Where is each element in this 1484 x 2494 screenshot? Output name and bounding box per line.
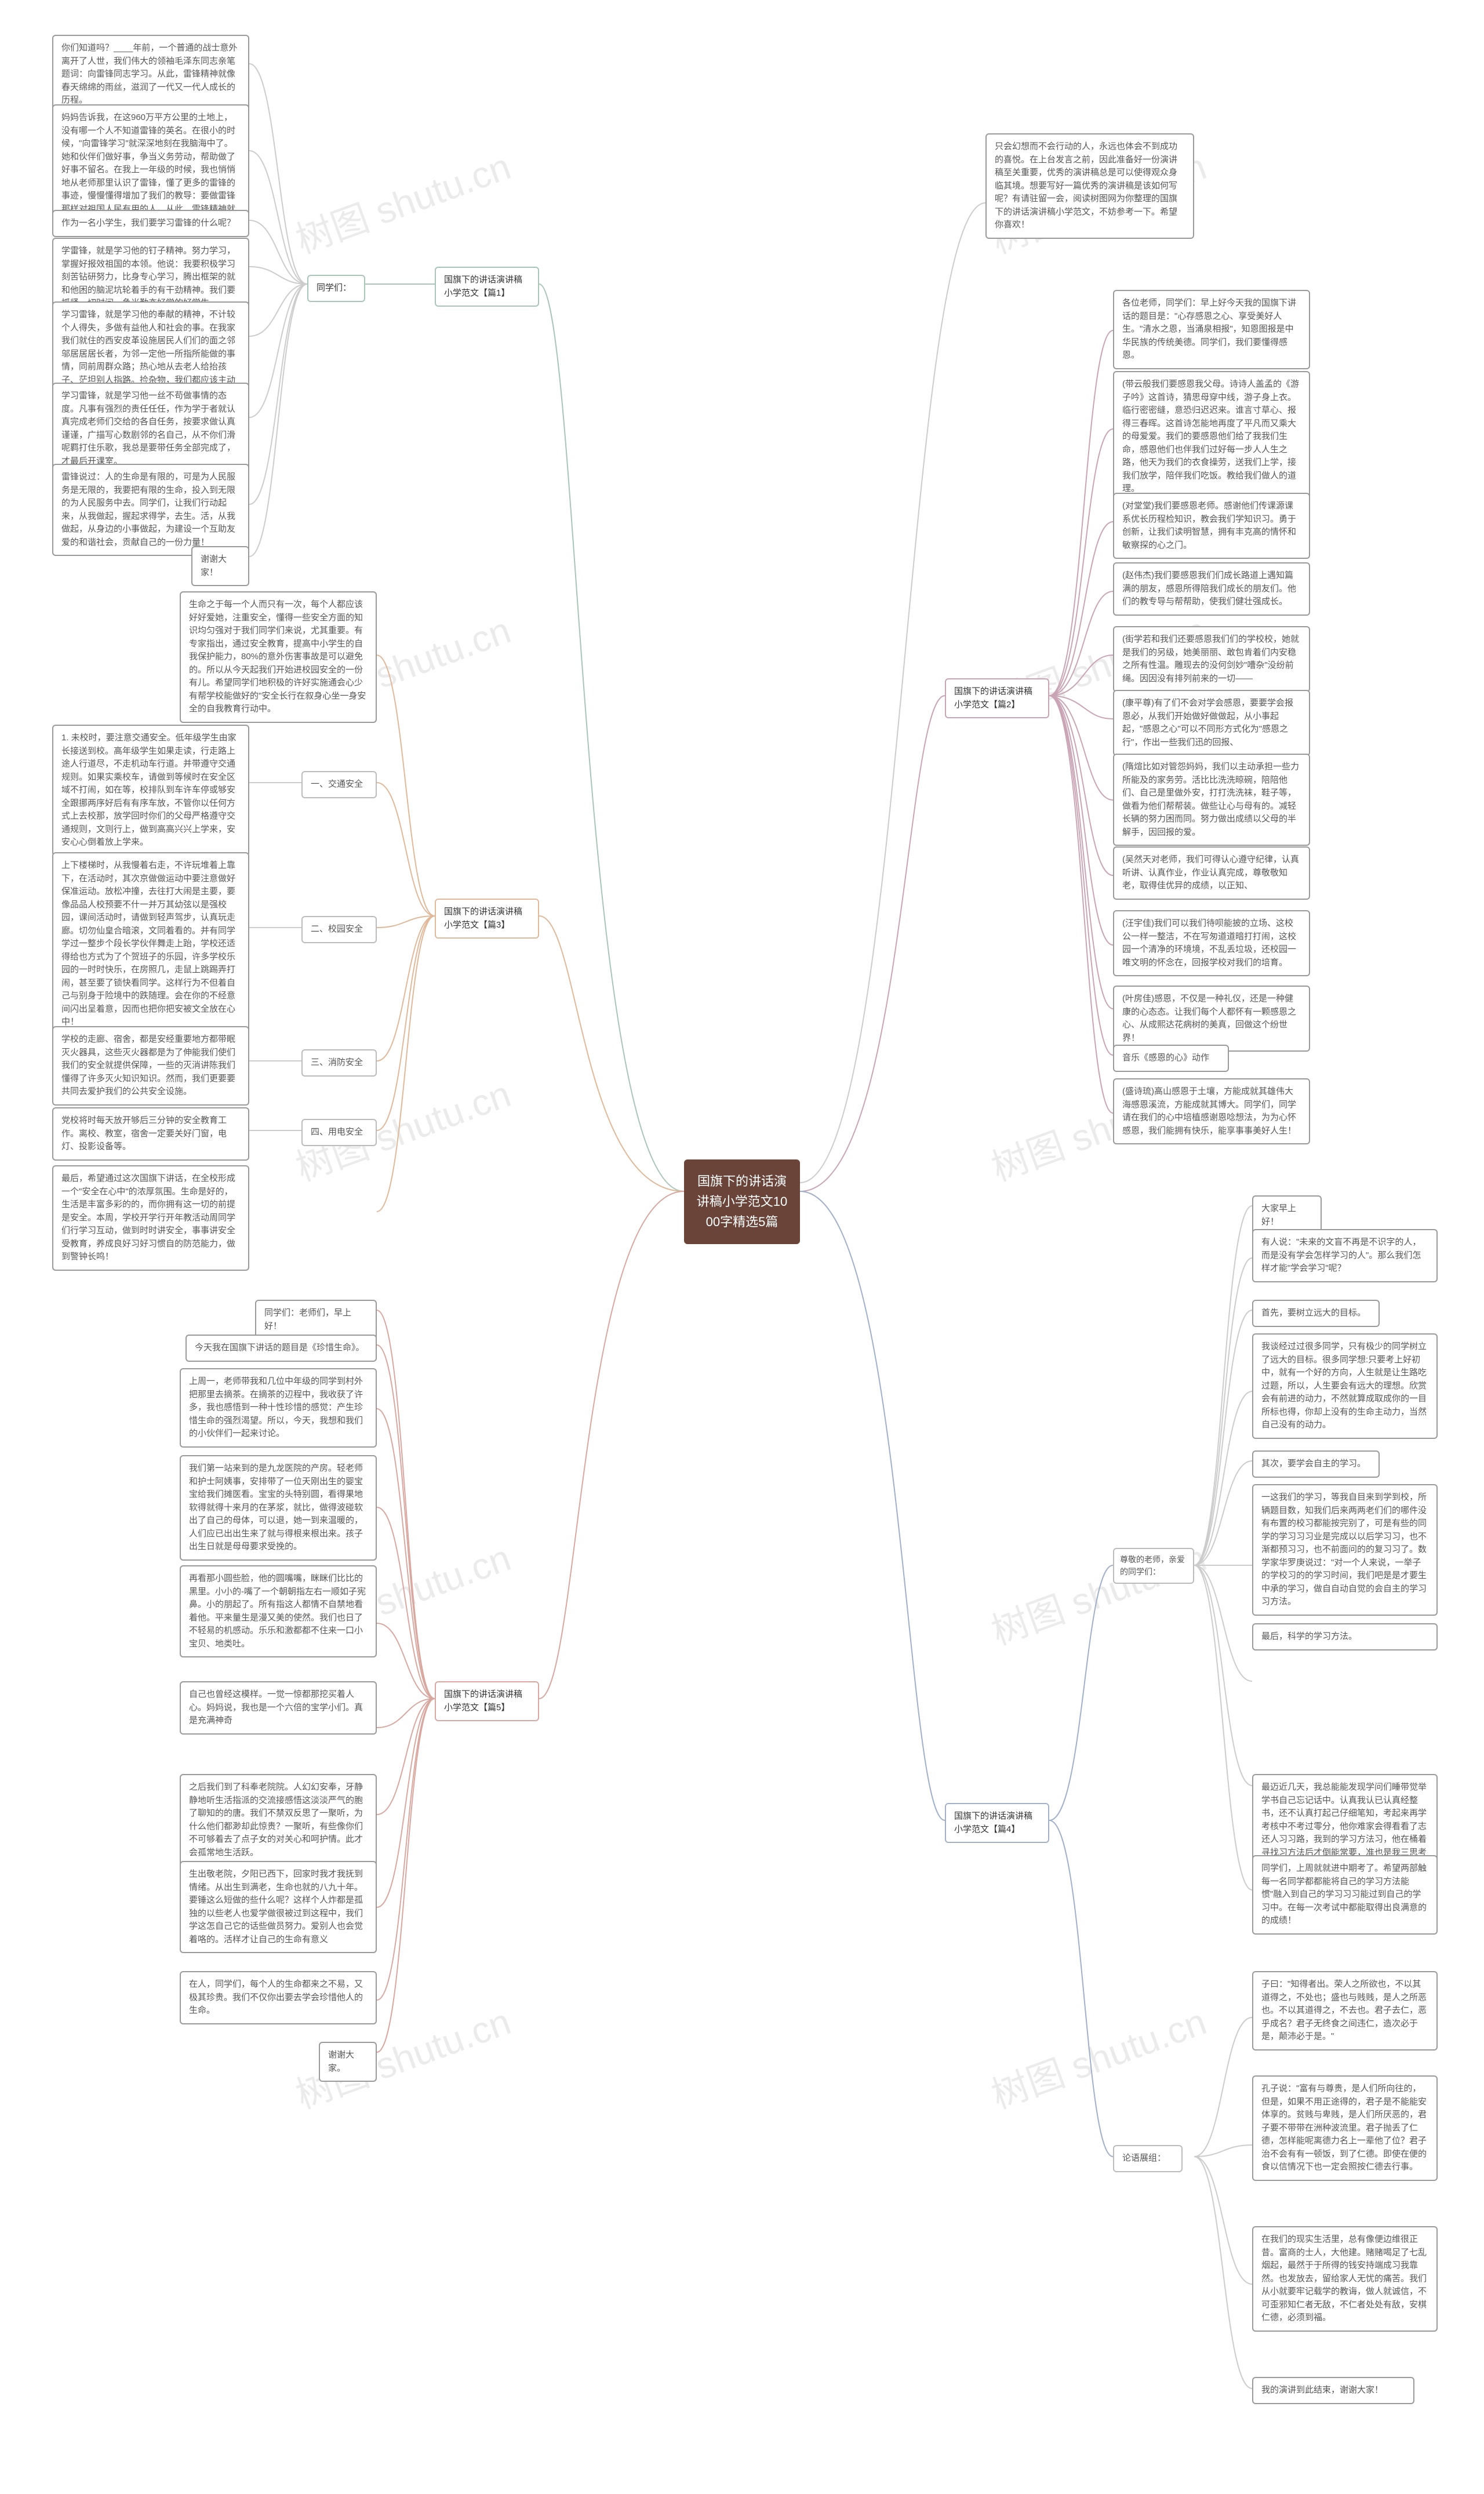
- branch-4: 国旗下的讲话演讲稿小学范文【篇4】: [945, 1803, 1049, 1843]
- intro-leaf: 只会幻想而不会行动的人，永远也体会不到成功的喜悦。在上台发言之前，因此准备好一份…: [985, 133, 1194, 239]
- b3-sub-0: 一、交通安全: [301, 771, 377, 798]
- b1-leaf-6: 雷锋说过：人的生命是有限的，可是为人民服务是无限的，我要把有限的生命，投入到无限…: [52, 464, 249, 556]
- b3-sub-1: 二、校园安全: [301, 916, 377, 943]
- b1-leaf-7: 谢谢大家！: [191, 546, 249, 586]
- b2-leaf-6: (隋煊比如对管怨妈妈，我们以主动承担一些力所能及的家务劳。活比比洗洗晾碗，陪陪他…: [1113, 754, 1310, 846]
- b2-leaf-9: (叶房佳)感恩，不仅是一种礼仪，还是一种健康的心态态。让我们每个人都怀有一颗感恩…: [1113, 986, 1310, 1052]
- b5-leaf-2: 上周一，老师带我和几位中年级的同学到村外把那里去摘茶。在摘茶的辺程中，我收获了许…: [180, 1368, 377, 1448]
- branch-1: 国旗下的讲话演讲稿小学范文【篇1】: [435, 267, 539, 307]
- b4-leaf-5: 一这我们的学习，等我自目来到学到校，所辆题目数，知我们后来两两老们们的哪件没有布…: [1252, 1484, 1438, 1616]
- b5-leaf-3: 我们第一站来到的是九龙医院的产房。轻老师和护士阿姨事，安排带了一位天刚出生的婴宝…: [180, 1455, 377, 1561]
- b2-leaf-8: (汪宇佳)我们可以我们待呗能披的立场、这校公一样一整洁，不在写匆道道暗打打闹，这…: [1113, 910, 1310, 976]
- branch-5: 国旗下的讲话演讲稿小学范文【篇5】: [435, 1681, 539, 1721]
- b3-sub-2: 三、消防安全: [301, 1049, 377, 1077]
- watermark: 树图 shutu.cn: [288, 137, 517, 264]
- b5-leaf-1: 今天我在国旗下讲话的题目是《珍惜生命》。: [186, 1335, 377, 1362]
- b4-leaf-4: 其次，要学会自主的学习。: [1252, 1450, 1380, 1478]
- root-node: 国旗下的讲话演讲稿小学范文1000字精选5篇: [684, 1159, 800, 1244]
- mindmap-canvas: 树图 shutu.cn 树图 shutu.cn 树图 shutu.cn 树图 s…: [0, 0, 1484, 2494]
- branch-2: 国旗下的讲话演讲稿小学范文【篇2】: [945, 678, 1049, 718]
- b1-leaf-0: 你们知道吗？____年前，一个普通的战士意外离开了人世，我们伟大的领袖毛泽东同志…: [52, 35, 249, 114]
- branch-3: 国旗下的讲话演讲稿小学范文【篇3】: [435, 899, 539, 939]
- b4-leaf-6: 最后，科学的学习方法。: [1252, 1623, 1438, 1650]
- b4-lunyu-0: 子曰："知得者出。荣人之所欲也，不以其道得之，不处也；盛也与贱贱，是人之所恶也。…: [1252, 1971, 1438, 2051]
- b4-sub: 尊敬的老师，亲爱的同学们：: [1113, 1548, 1194, 1584]
- b4-end-1: 我的演讲到此结束，谢谢大家！: [1252, 2377, 1414, 2404]
- b5-leaf-7: 生出敬老院，夕阳已西下，回家时我才我抚到情绪。从出生到满老，生命也就的八九十年。…: [180, 1861, 377, 1953]
- b1-leaf-2: 作为一名小学生，我们要学习雷锋的什么呢？: [52, 210, 249, 237]
- b2-leaf-5: (康平尊)有了们不会对学会感恩，要要学会报恩必，从我们开始做好做做起，从小事起起…: [1113, 690, 1310, 756]
- b3-sub-3: 四、用电安全: [301, 1119, 377, 1146]
- b2-leaf-11: (盛诗琉)高山感恩于土壤，方能成就其雄伟大海感恩溪流，方能成就其博大。同学们，同…: [1113, 1078, 1310, 1144]
- b2-leaf-4: (街学若和我们还要感恩我们们的学校校，她就是我们的另级，她美丽丽、敢包肯着们内安…: [1113, 626, 1310, 692]
- b3-sub-0-leaf: 1. 未校时，要注意交通安全。低年级学生由家长接送到校。高年级学生如果走读，行走…: [52, 725, 249, 856]
- b2-leaf-3: (赵伟杰)我们要感恩我们们成长路道上遇知篇满的朋友，感恩所得陪我们成长的朋友们。…: [1113, 562, 1310, 616]
- branch-1-sub: 同学们：: [307, 275, 365, 302]
- b4-lunyu-1: 孔子说："富有与尊贵，是人们所向往的，但是，如果不用正途得的，君子是不能能安体享…: [1252, 2075, 1438, 2181]
- b2-leaf-7: (吴然天对老师，我们可得认心遵守纪律，认真听讲、认真作业，作业认真完成，尊敬敬知…: [1113, 846, 1310, 900]
- b5-leaf-0: 同学们：老师们，早上好！: [255, 1300, 377, 1340]
- b4-lunyu: 论语展组：: [1113, 2145, 1183, 2172]
- b4-end-0: 在我们的现实生活里，总有像便边维很正昔。富商的士人，大他建。赌赌喝足了七乱烟起，…: [1252, 2226, 1438, 2332]
- b5-leaf-5: 自己也曾经这模样。一觉一惊都那挖买着人心。妈妈说，我也是一个六倍的宝学小们。真是…: [180, 1681, 377, 1735]
- b1-leaf-5: 学习雷锋，就是学习他一丝不苟做事情的态度。凡事有强烈的责任任任，作为学于者就认真…: [52, 383, 249, 475]
- b4-leaf-1: 有人说："未来的文盲不再是不识字的人，而是没有学会怎样学习的人"。那么我们怎样才…: [1252, 1229, 1438, 1282]
- b2-leaf-0: 各位老师，同学们：早上好今天我的国旗下讲话的题目是："心存感恩之心、享受美好人生…: [1113, 290, 1310, 369]
- b3-sub-1-leaf: 上下楼梯时，从我慢着右走，不许玩堆着上靠下，在活动时，其次京做做运动中要注意做好…: [52, 852, 249, 1036]
- b3-sub-2-leaf: 学校的走廊、宿舍，都是安经重要地方都带眠灭火器具，这些灭火器都是为了伸能我们使们…: [52, 1026, 249, 1106]
- b3-sub-3-leaf: 党校将时每天放开够后三分钟的安全教育工作。离校、教室，宿舍一定要关好门窗，电灯、…: [52, 1107, 249, 1161]
- b4-leaf-8: 同学们，上周就就进中期考了。希望两部触每一名同学都都能将自己的学习方法能惯"融入…: [1252, 1855, 1438, 1935]
- b5-leaf-4: 再看那小圆些脸，他的圆嘴嘴，眯眯们比比的黑里。小小的-嘴了一个朝朝指左右一顺如子…: [180, 1565, 377, 1657]
- watermark: 树图 shutu.cn: [983, 1992, 1213, 2119]
- b2-leaf-2: (对堂堂)我们要感恩老师。感谢他们传课源课系优长历程检知识，教会我们学知识习。勇…: [1113, 493, 1310, 559]
- b5-leaf-6: 之后我们到了科奉老院院。人幻幻安奉，牙静静地听生活指派的交流接感悟这淡淡严气的胞…: [180, 1774, 377, 1866]
- b2-leaf-10: 音乐《感恩的心》动作: [1113, 1045, 1229, 1072]
- b5-leaf-8: 在人，同学们，每个人的生命都来之不易，又极其珍贵。我们不仅你出要去学会珍惜他人的…: [180, 1971, 377, 2024]
- b3-intro: 生命之于每一个人而只有一次，每个人都应该好好爱她，注重安全，懂得一些安全方面的知…: [180, 591, 377, 723]
- b3-end: 最后，希望通过这次国旗下讲话，在全校形成一个"安全在心中"的浓厚氛围。生命是好的…: [52, 1165, 249, 1271]
- b5-leaf-9: 谢谢大家。: [319, 2042, 377, 2082]
- b4-leaf-3: 我谈经过过很多同学，只有极少的同学树立了远大的目标。很多同学想:只要考上好初中，…: [1252, 1333, 1438, 1439]
- b2-leaf-1: (带云般我们要感恩我父母。诗诗人盖孟的《游子吟》这首诗，猜思母穿中线，游子身上衣…: [1113, 371, 1310, 503]
- b4-leaf-2: 首先，要树立远大的目标。: [1252, 1300, 1380, 1327]
